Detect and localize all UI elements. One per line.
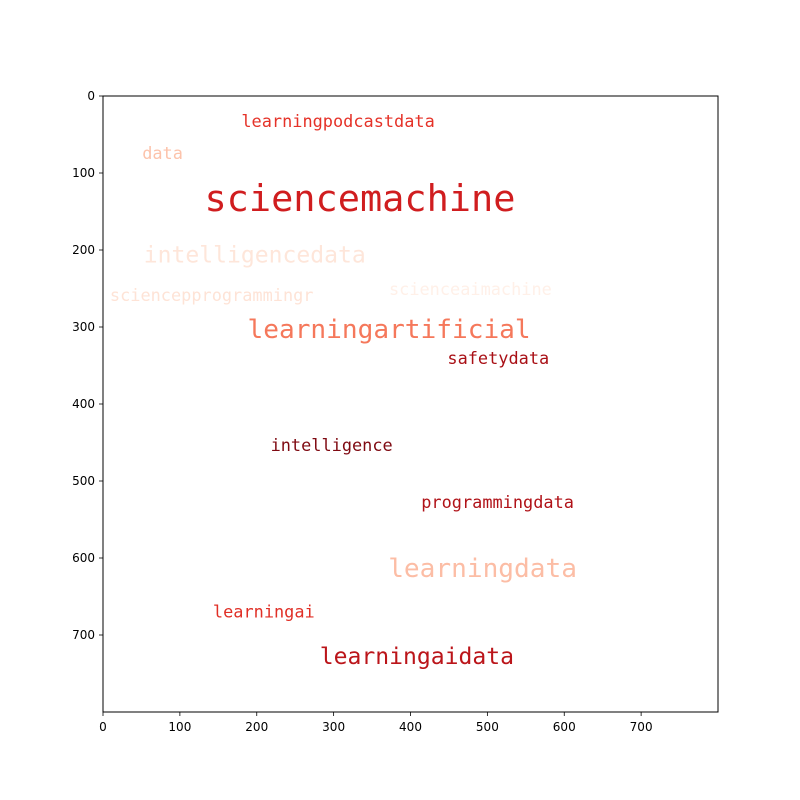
y-tick-label: 700	[72, 628, 95, 642]
y-tick-label: 500	[72, 474, 95, 488]
word: learningartificial	[248, 315, 531, 345]
word: learningdata	[388, 554, 577, 584]
word: learningpodcastdata	[241, 111, 434, 131]
x-tick-label: 100	[168, 720, 191, 734]
y-axis: 0 100 200 300 400 500 600 700	[72, 89, 103, 642]
word: intelligence	[271, 435, 393, 455]
x-tick-label: 600	[553, 720, 576, 734]
word: sciencepprogrammingr	[110, 285, 314, 305]
x-axis: 0 100 200 300 400 500 600 700	[99, 712, 653, 734]
y-tick-label: 600	[72, 551, 95, 565]
y-tick-label: 300	[72, 320, 95, 334]
word-layer: learningpodcastdata data sciencemachine int…	[110, 111, 577, 670]
word: data	[142, 143, 183, 163]
word: learningaidata	[320, 644, 514, 670]
x-tick-label: 500	[476, 720, 499, 734]
word: learningai	[213, 601, 315, 621]
word: intelligencedata	[144, 243, 366, 269]
word: sciencemachine	[204, 177, 515, 220]
x-tick-label: 0	[99, 720, 107, 734]
word: safetydata	[447, 348, 549, 368]
y-tick-label: 400	[72, 397, 95, 411]
x-tick-label: 200	[245, 720, 268, 734]
y-tick-label: 0	[87, 89, 95, 103]
x-tick-label: 300	[322, 720, 345, 734]
y-tick-label: 100	[72, 166, 95, 180]
word: programmingdata	[421, 492, 574, 512]
x-tick-label: 400	[399, 720, 422, 734]
plot-area	[103, 96, 718, 712]
y-tick-label: 200	[72, 243, 95, 257]
x-tick-label: 700	[630, 720, 653, 734]
word: scienceaimachine	[389, 279, 552, 299]
